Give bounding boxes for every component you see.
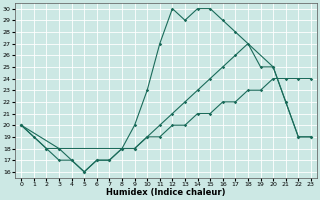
X-axis label: Humidex (Indice chaleur): Humidex (Indice chaleur) [106,188,226,197]
